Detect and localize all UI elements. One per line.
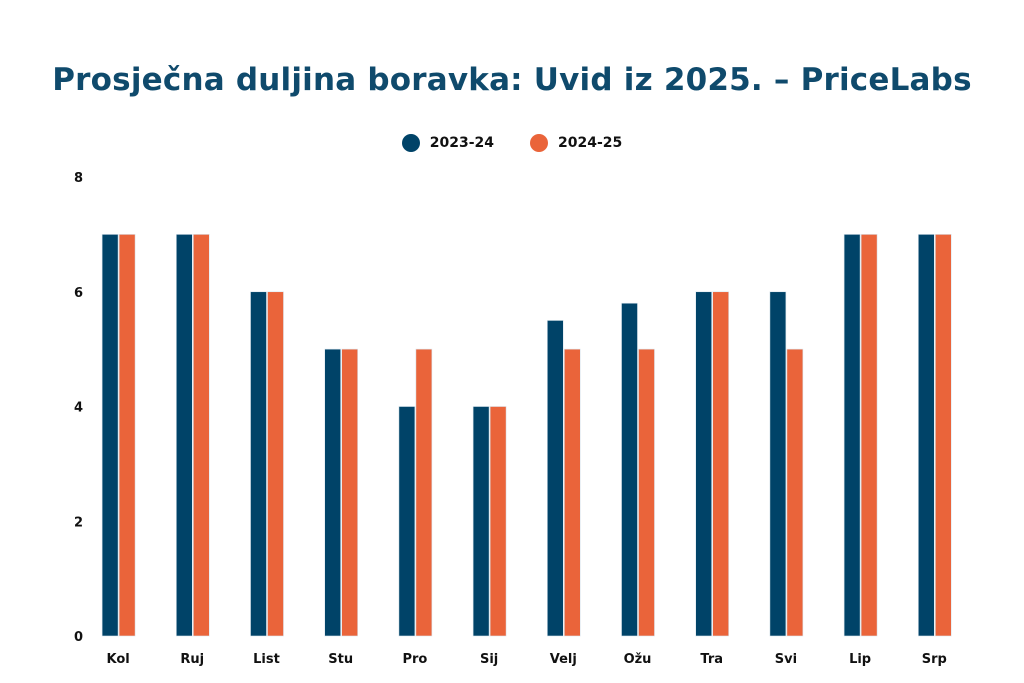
bar-2024-25-Kol [118, 234, 136, 637]
x-tick-label: Ruj [180, 652, 204, 667]
chart-title: Prosječna duljina boravka: Uvid iz 2025.… [52, 62, 972, 98]
x-tick-label: Sij [480, 652, 498, 667]
legend-label: 2024-25 [558, 135, 623, 151]
bar-2023-24-Lip [843, 234, 861, 637]
bar-2024-25-Srp [934, 234, 952, 637]
y-tick-label: 8 [74, 171, 83, 186]
x-tick-label: Ožu [624, 652, 652, 667]
bar-2024-25-Ruj [193, 234, 210, 637]
x-tick-label: Stu [328, 652, 353, 667]
bar-2024-25-Stu [341, 348, 359, 637]
legend-swatch [401, 134, 420, 152]
x-tick-label: Tra [700, 652, 723, 667]
x-tick-label: Kol [106, 652, 129, 667]
bar-2024-25-Svi [786, 348, 804, 637]
legend-swatch [530, 134, 548, 152]
bar-2023-24-Tra [695, 291, 713, 637]
y-tick-label: 4 [74, 401, 83, 416]
legend-item-2023-24[interactable]: 2023-24 [401, 134, 494, 152]
x-tick-label: Svi [775, 652, 797, 667]
bar-2023-24-Kol [101, 234, 119, 637]
bar-2024-25-Tra [712, 291, 730, 637]
x-tick-label: List [253, 652, 280, 667]
bar-2023-24-Srp [917, 234, 935, 637]
legend-label: 2023-24 [429, 135, 494, 151]
y-tick-label: 6 [74, 286, 83, 301]
bar-2023-24-Sij [472, 406, 490, 637]
bar-2024-25-Ožu [638, 348, 655, 637]
bar-2024-25-Pro [415, 348, 433, 637]
legend: 2023-24 2024-25 [0, 134, 1024, 152]
bar-2023-24-Velj [546, 320, 564, 637]
x-tick-label: Pro [402, 652, 427, 667]
bar-2023-24-Svi [769, 291, 787, 637]
bar-2024-25-Lip [860, 234, 878, 637]
x-tick-label: Velj [550, 652, 577, 667]
bar-2023-24-Stu [324, 348, 342, 637]
bar-2024-25-List [267, 291, 284, 637]
bar-2023-24-Ožu [621, 302, 638, 637]
x-tick-label: Srp [922, 652, 947, 667]
bar-2024-25-Velj [563, 348, 581, 637]
y-tick-label: 0 [74, 630, 83, 645]
bar-2023-24-List [250, 291, 267, 637]
bar-2024-25-Sij [489, 406, 507, 637]
bar-2023-24-Ruj [176, 234, 193, 637]
y-tick-label: 2 [74, 515, 83, 530]
bar-2023-24-Pro [398, 406, 416, 637]
legend-item-2024-25[interactable]: 2024-25 [530, 134, 622, 152]
x-tick-label: Lip [849, 652, 871, 667]
